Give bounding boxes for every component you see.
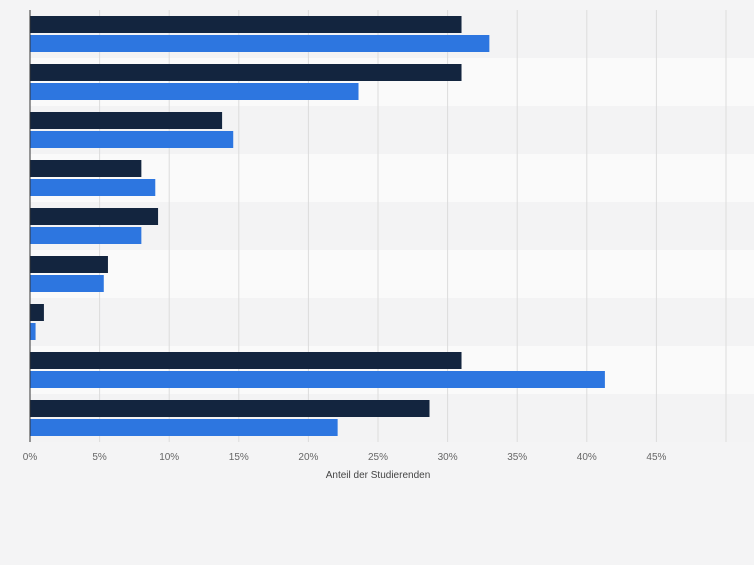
x-tick-label: 15%	[229, 452, 249, 463]
bar-series-1-row-3[interactable]	[30, 112, 223, 129]
x-axis-title: Anteil der Studierenden	[326, 470, 431, 481]
bar-series-1-row-7[interactable]	[30, 304, 44, 321]
x-tick-label: 40%	[577, 452, 597, 463]
bar-series-2-row-2[interactable]	[30, 83, 359, 100]
bar-series-2-row-3[interactable]	[30, 131, 234, 148]
bar-series-1-row-4[interactable]	[30, 160, 142, 177]
x-tick-label: 20%	[298, 452, 318, 463]
x-tick-label: 10%	[159, 452, 179, 463]
bar-series-2-row-8[interactable]	[30, 371, 605, 388]
bar-series-1-row-9[interactable]	[30, 400, 430, 417]
x-tick-label: 25%	[368, 452, 388, 463]
x-tick-label: 35%	[507, 452, 527, 463]
x-tick-label: 30%	[438, 452, 458, 463]
x-tick-labels: 0% 5% 10% 15% 20% 25% 30% 35% 40% 45%	[23, 452, 667, 463]
bar-series-2-row-7[interactable]	[30, 323, 36, 340]
bar-series-1-row-6[interactable]	[30, 256, 108, 273]
x-tick-label: 5%	[92, 452, 107, 463]
x-tick-label: 45%	[646, 452, 666, 463]
bar-series-1-row-2[interactable]	[30, 64, 462, 81]
bar-series-2-row-4[interactable]	[30, 179, 156, 196]
bar-series-1-row-1[interactable]	[30, 16, 462, 33]
bar-series-2-row-5[interactable]	[30, 227, 142, 244]
row-band	[30, 298, 754, 346]
bar-series-1-row-5[interactable]	[30, 208, 159, 225]
gridlines	[99, 10, 727, 442]
x-tick-label: 0%	[23, 452, 38, 463]
row-band	[30, 250, 754, 298]
bar-series-1-row-8[interactable]	[30, 352, 462, 369]
bar-series-2-row-9[interactable]	[30, 419, 338, 436]
bars	[30, 16, 605, 436]
bar-series-2-row-1[interactable]	[30, 35, 490, 52]
bar-series-2-row-6[interactable]	[30, 275, 104, 292]
